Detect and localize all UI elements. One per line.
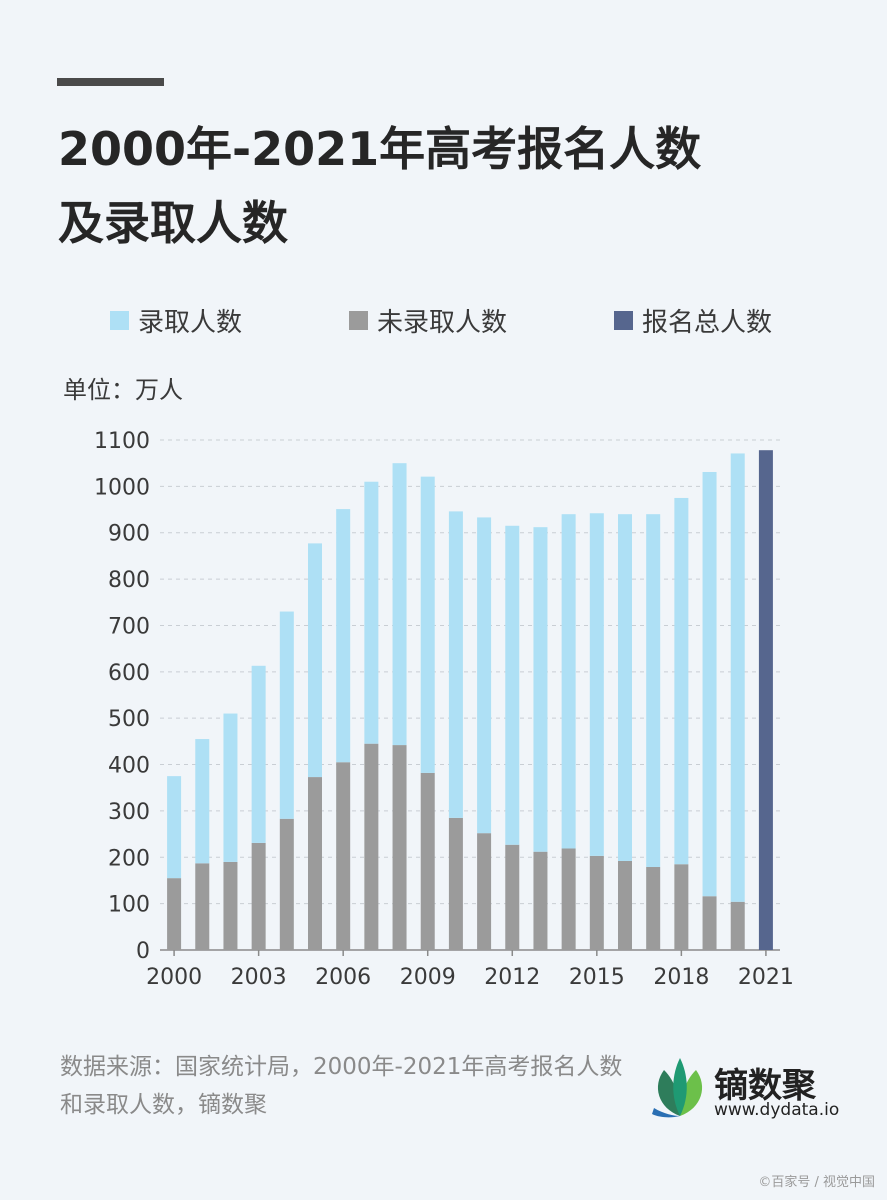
bar-admitted [195,739,210,864]
bar-not-admitted [251,842,266,950]
bar-admitted [223,713,238,862]
x-tick-label: 2018 [653,965,709,990]
bar-admitted [167,776,182,879]
bar-not-admitted [279,818,294,950]
bar-not-admitted [477,833,492,950]
legend-label-total-applicants: 报名总人数 [642,308,773,338]
y-tick-label: 600 [108,661,150,686]
x-tick-label: 2000 [146,965,202,990]
bar-not-admitted [308,777,322,950]
bar-admitted [251,665,266,843]
bar-admitted [336,509,351,763]
title-line-1: 2000年-2021年高考报名人数 [58,122,702,176]
legend-swatch-not-admitted [349,311,368,330]
bar-not-admitted [420,772,435,950]
x-tick-label: 2006 [315,965,371,990]
legend-label-admitted: 录取人数 [138,308,243,338]
bar-not-admitted [448,817,463,950]
bar-not-admitted [589,855,604,950]
y-tick-label: 800 [108,568,150,593]
bar-admitted [533,527,548,852]
legend-item-not-admitted: 未录取人数 [349,302,507,339]
unit-label: 单位：万人 [63,376,183,404]
y-tick-label: 500 [108,707,150,732]
title-line-2: 及录取人数 [58,196,288,250]
bar-not-admitted [223,861,238,950]
x-tick-label: 2012 [484,965,540,990]
bar-admitted [420,476,435,773]
logo-name: 镝数聚 [714,1066,816,1106]
y-tick-label: 300 [108,800,150,825]
bar-admitted [674,497,689,865]
bar-not-admitted [195,863,210,950]
x-tick-label: 2003 [231,965,287,990]
y-tick-label: 400 [108,754,150,779]
bar-not-admitted [505,844,520,950]
legend-item-total-applicants: 报名总人数 [614,302,772,339]
y-tick-label: 1000 [94,475,150,500]
bar-admitted [561,514,576,849]
x-tick-label: 2015 [569,965,625,990]
bar-not-admitted [533,851,548,950]
x-tick-label: 2021 [738,965,794,990]
bar-not-admitted [392,745,407,950]
bar-not-admitted [336,762,351,950]
logo-url: www.dydata.io [714,1100,840,1120]
bar-admitted [364,481,379,744]
title-accent-bar [57,78,164,86]
bar-admitted [618,514,632,861]
bar-not-admitted [364,743,379,950]
y-tick-label: 200 [108,846,150,871]
y-tick-label: 1100 [94,429,150,454]
y-tick-label: 900 [108,522,150,547]
bar-not-admitted [674,864,689,950]
bar-admitted [702,471,717,897]
bar-admitted [279,611,294,819]
y-tick-label: 100 [108,893,150,918]
legend-swatch-total-applicants [614,311,633,330]
bar-not-admitted [646,867,661,950]
watermark: ©百家号 / 视觉中国 [758,1175,875,1190]
legend-swatch-admitted [110,311,129,330]
x-tick-label: 2009 [400,965,456,990]
bar-admitted [589,513,604,856]
bar-not-admitted [618,860,632,950]
bar-not-admitted [561,848,576,950]
legend-label-not-admitted: 未录取人数 [377,308,508,338]
bar-admitted [308,543,322,778]
bar-not-admitted [167,878,182,950]
bar-not-admitted [730,901,745,950]
bar-admitted [646,514,661,868]
y-tick-label: 700 [108,614,150,639]
leaf-logo-icon [652,1058,703,1118]
bar-admitted [448,511,463,818]
bar-not-admitted [702,896,717,950]
bar-admitted [477,517,492,834]
logo: 镝数聚 www.dydata.io [650,1052,850,1132]
y-tick-label: 0 [136,939,150,964]
legend-item-admitted: 录取人数 [110,302,242,339]
source-note: 数据来源：国家统计局，2000年-2021年高考报名人数和录取人数，镝数聚 [60,1054,623,1118]
legend: 录取人数 未录取人数 报名总人数 [0,302,887,342]
stacked-bar-chart: 0 100 200 300 400 500 600 700 800 900 1000 1100 2000… [94,429,794,990]
bar-admitted [730,453,745,902]
chart-title: 2000年-2021年高考报名人数 及录取人数 [58,112,858,260]
bar-admitted [392,463,407,746]
bar-total-applicants [758,450,773,950]
bar-admitted [505,525,520,845]
